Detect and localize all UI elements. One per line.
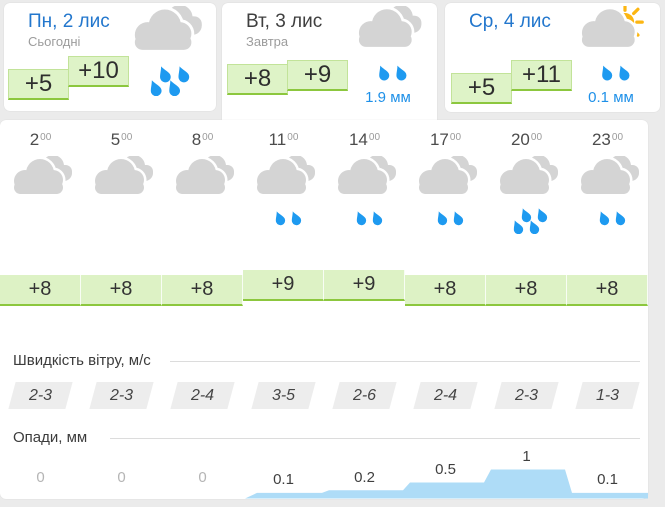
- hour-label: 1400: [348, 130, 381, 149]
- day-card-subtitle: Завтра: [246, 34, 289, 49]
- wind-section-label: Швидкість вітру, м/с: [13, 352, 151, 369]
- temp-max-badge: +10: [68, 56, 129, 87]
- wind-section-divider: [170, 361, 640, 362]
- hourly-temp: +9: [324, 270, 405, 301]
- precip-value: 0: [117, 469, 126, 486]
- hourly-temp: +8: [162, 275, 243, 306]
- hourly-panel: 200 500 800 1100 1400 1700 2000 2300 +8 +8 +8 +9 +9…: [0, 120, 648, 499]
- hour-label: 2300: [591, 130, 624, 149]
- precip-value: 0: [198, 469, 207, 486]
- precip-amount: 1.9 мм: [365, 89, 411, 106]
- hourly-times-row: 200 500 800 1100 1400 1700 2000 2300: [0, 130, 648, 154]
- hourly-icons-row: [0, 155, 648, 242]
- wind-speed-badge: 3-5: [243, 382, 324, 409]
- wind-speed-badge: 2-4: [162, 382, 243, 409]
- day-card-monday[interactable]: Пн, 2 лис Сьогодні +5 +10: [4, 3, 216, 111]
- rain-cloud-icon: [128, 4, 204, 97]
- day-card-title: Вт, 3 лис: [246, 11, 323, 32]
- wind-speed-badge: 1-3: [567, 382, 648, 409]
- wind-values-row: 2-3 2-3 2-4 3-5 2-6 2-4 2-3 1-3: [0, 382, 648, 409]
- precip-section-label: Опади, мм: [13, 429, 88, 446]
- precip-section-divider: [110, 438, 640, 439]
- day-card-wednesday[interactable]: Ср, 4 лис +5 +11 0.1 мм: [445, 3, 660, 112]
- wind-speed-badge: 2-6: [324, 382, 405, 409]
- hourly-temp: +8: [567, 275, 648, 306]
- precip-value: 0: [36, 469, 45, 486]
- precip-value: 0.1: [273, 471, 294, 489]
- precip-value: 0.2: [354, 468, 375, 486]
- rain-cloud-icon: [353, 4, 423, 90]
- hour-label: 1100: [268, 130, 299, 149]
- precip-value: 0.1: [597, 471, 618, 489]
- rain4-icon: [486, 155, 567, 239]
- rain2-icon: [405, 155, 486, 239]
- hourly-temp: +9: [243, 270, 324, 301]
- wind-speed-badge: 2-3: [486, 382, 567, 409]
- precip-value: 0.5: [435, 461, 456, 478]
- hour-label: 2000: [510, 130, 543, 149]
- cloudy-icon: [162, 155, 243, 239]
- wind-speed-badge: 2-3: [0, 382, 81, 409]
- hour-label: 800: [191, 130, 214, 149]
- cloudy-icon: [0, 155, 81, 239]
- rain2-icon: [243, 155, 324, 239]
- wind-speed-badge: 2-4: [405, 382, 486, 409]
- hour-label: 200: [29, 130, 52, 149]
- sun-rain-cloud-icon: [576, 4, 646, 90]
- precip-amount: 0.1 мм: [588, 89, 634, 106]
- temp-max-badge: +9: [287, 60, 348, 91]
- day-card-subtitle: Сьогодні: [28, 34, 81, 49]
- cloudy-icon: [81, 155, 162, 239]
- hour-label: 1700: [429, 130, 462, 149]
- precip-area-chart: 0 0 0 0.1 0.2 0.5 1 0.1: [0, 448, 648, 499]
- hourly-temp: +8: [405, 275, 486, 306]
- precip-value: 1: [522, 448, 531, 465]
- hourly-temp: +8: [486, 275, 567, 306]
- temp-min-badge: +8: [227, 64, 288, 95]
- precip-area-svg: [245, 469, 648, 499]
- wind-speed-badge: 2-3: [81, 382, 162, 409]
- hour-label: 500: [110, 130, 133, 149]
- day-card-title-link[interactable]: Ср, 4 лис: [469, 11, 551, 32]
- day-card-tuesday-selected[interactable]: Вт, 3 лис Завтра +8 +9 1.9 мм: [222, 3, 437, 120]
- hourly-temp: +8: [81, 275, 162, 306]
- rain2-icon: [324, 155, 405, 239]
- day-card-title-link[interactable]: Пн, 2 лис: [28, 11, 110, 32]
- temp-min-badge: +5: [8, 69, 69, 100]
- temp-min-badge: +5: [451, 73, 512, 104]
- rain2-icon: [567, 155, 648, 239]
- temp-max-badge: +11: [511, 60, 572, 91]
- hourly-temp: +8: [0, 275, 81, 306]
